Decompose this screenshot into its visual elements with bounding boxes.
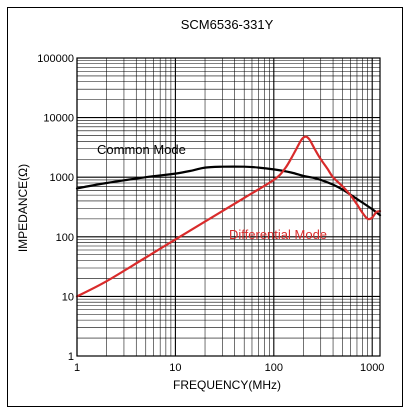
annotation-common-mode: Common Mode [97,142,186,157]
y-tick-label: 10 [62,291,74,303]
annotation-differential-mode: Differential Mode [229,227,327,242]
y-axis-label: IMPEDANCE(Ω) [16,164,30,252]
x-tick-labels: 1 10 100 1000 [74,362,385,374]
x-tick-label: 1 [74,362,80,374]
series-layer [75,135,382,298]
y-tick-label: 1 [68,351,74,363]
series-line-differential-mode [75,135,382,298]
y-tick-label: 10000 [43,113,74,125]
chart-title: SCM6536-331Y [181,17,274,32]
series-line-common-mode [75,165,382,217]
x-tick-label: 1000 [360,362,384,374]
x-tick-label: 10 [169,362,181,374]
y-tick-label: 1000 [50,172,74,184]
y-tick-label: 100000 [37,53,74,65]
y-tick-labels: 1 10 100 1000 10000 100000 [37,53,74,363]
x-axis-label: FREQUENCY(MHz) [173,378,281,392]
y-tick-label: 100 [56,232,74,244]
x-tick-label: 100 [265,362,283,374]
plot-border [76,57,381,357]
